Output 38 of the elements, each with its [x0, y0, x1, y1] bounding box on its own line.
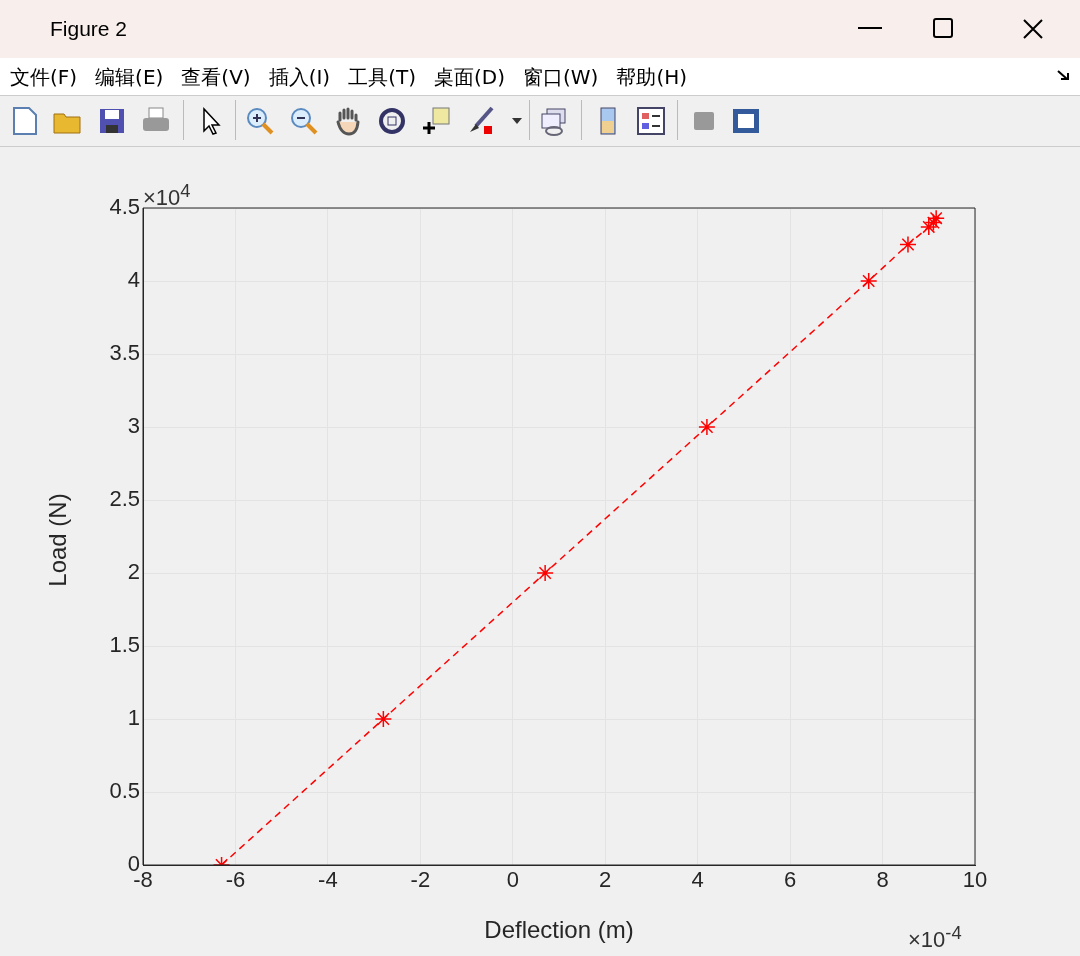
x-tick-label: -4 — [318, 867, 338, 893]
x-tick-label: 2 — [599, 867, 612, 893]
y-tick-label: 1.5 — [109, 632, 140, 658]
x-tick-label: 6 — [783, 867, 797, 893]
text: 查看(V) — [181, 64, 251, 91]
x-tick-label: 8 — [876, 867, 889, 893]
y-tick-label: 2 — [127, 559, 140, 585]
y-tick-label: 0.5 — [109, 778, 140, 804]
text: ×10$^{-4}$ — [908, 922, 962, 954]
point — [859, 272, 878, 290]
text: 编辑(E) — [95, 64, 164, 91]
y-tick-label: 4.5 — [109, 194, 140, 220]
x-tick-label: -6 — [225, 867, 246, 893]
chart-title: Figure 2 — [50, 17, 128, 41]
y-axis-title: Load (N) — [44, 493, 72, 587]
text: 桌面(D) — [434, 64, 506, 91]
point — [899, 235, 917, 254]
x-tick-label: -2 — [410, 867, 431, 893]
point — [536, 564, 554, 582]
text: 插入(I) — [268, 64, 331, 91]
y-tick-label: 4 — [127, 267, 140, 293]
x-axis-title: Deflection (m) — [484, 916, 634, 944]
x-tick-label: 4 — [691, 867, 704, 893]
x-tick-label: 10 — [962, 867, 988, 893]
text: 窗口(W) — [523, 64, 599, 91]
y-tick-label: 3.5 — [109, 340, 140, 366]
point — [698, 418, 716, 436]
x-tick-label: 0 — [506, 867, 519, 893]
point — [920, 218, 938, 236]
text: 文件(F) — [10, 64, 78, 91]
text: 工具(T) — [348, 64, 416, 91]
point — [374, 710, 393, 728]
y-tick-label: 2.5 — [109, 486, 140, 512]
y-tick-label: 1 — [127, 705, 140, 731]
y-tick-label: 3 — [127, 413, 140, 439]
text: 帮助(H) — [616, 64, 688, 91]
annotation: ×10$^{4}$ — [143, 180, 191, 212]
point — [927, 209, 945, 227]
